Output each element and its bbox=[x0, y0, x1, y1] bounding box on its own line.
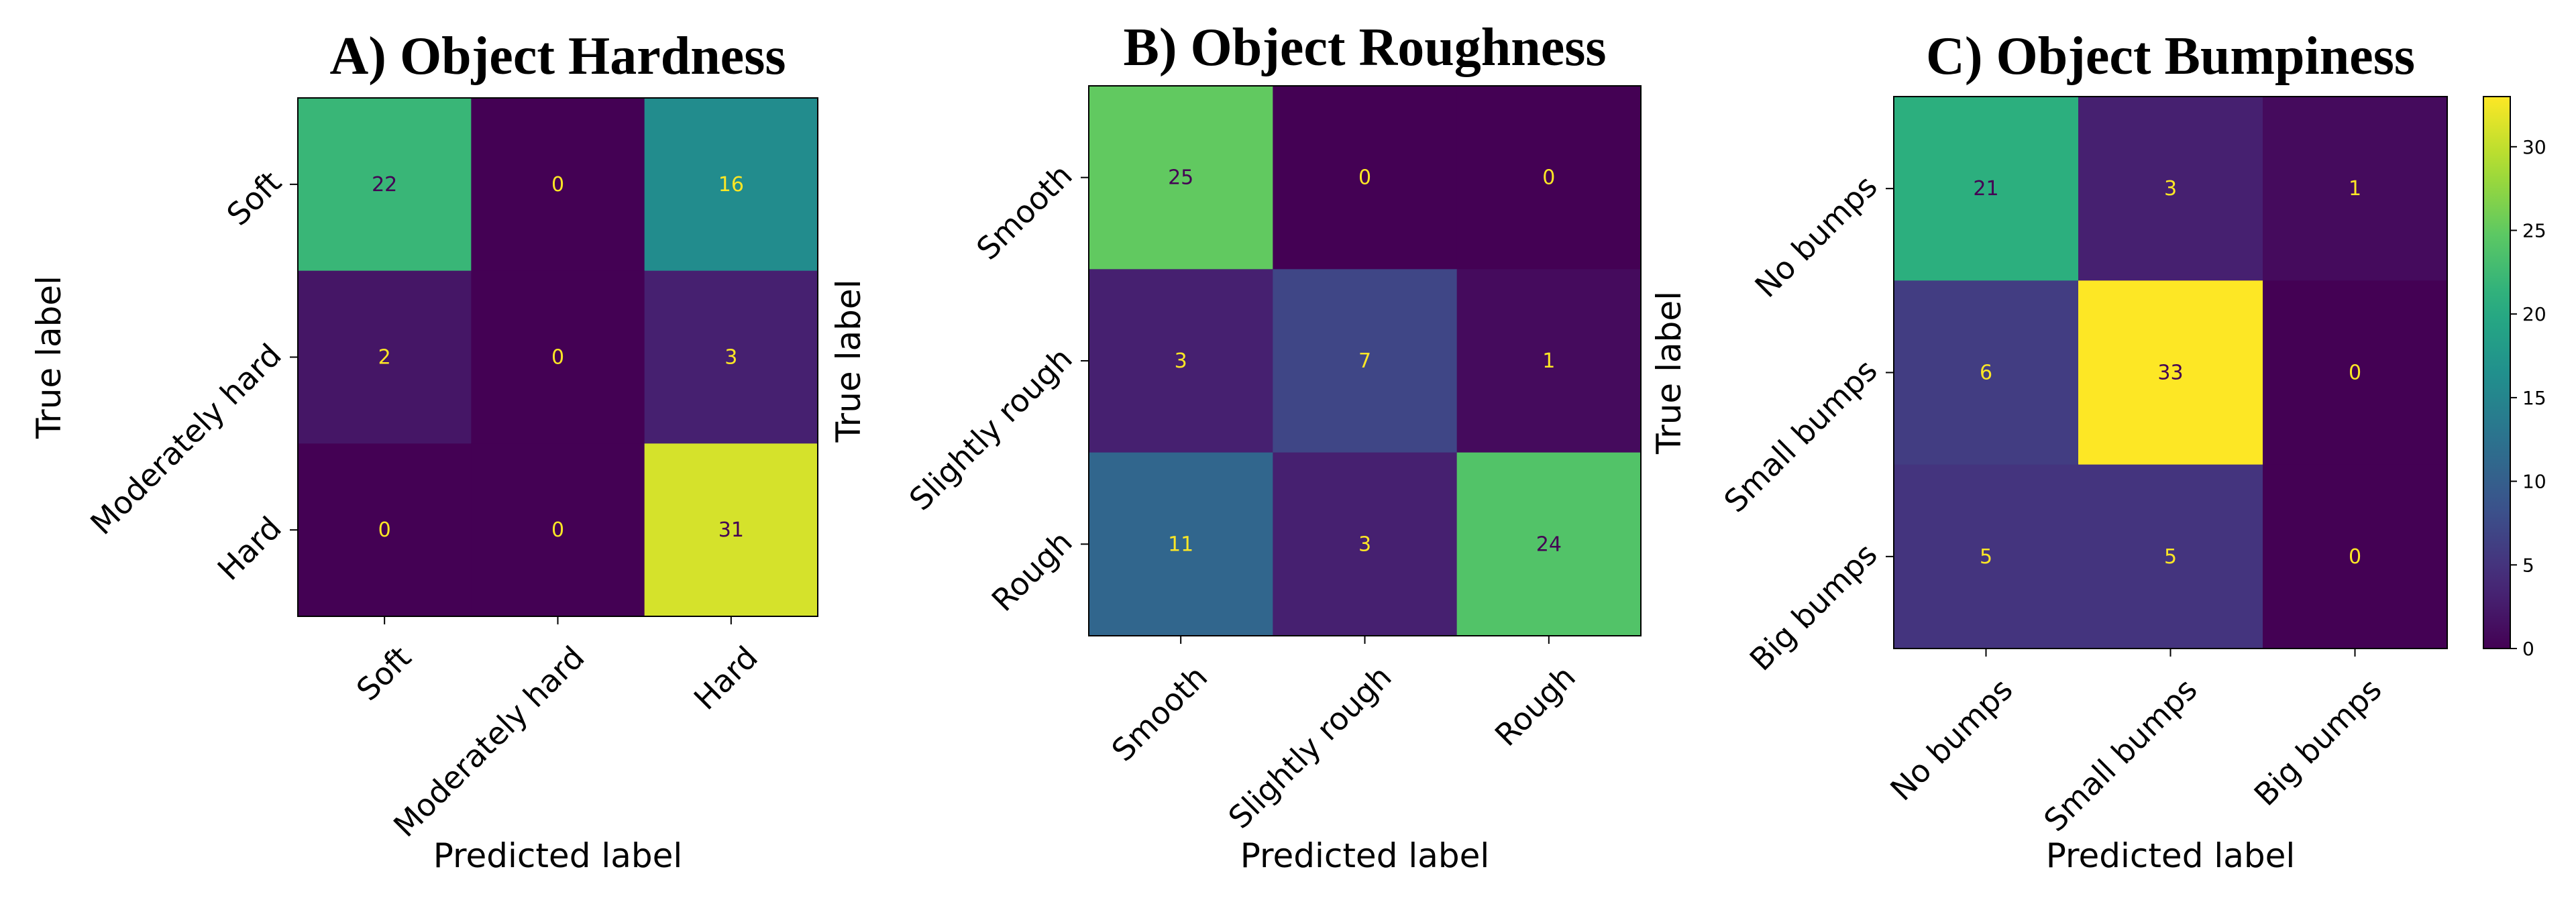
cell-value-label: 0 bbox=[2349, 361, 2361, 385]
matrix-cell bbox=[2263, 464, 2448, 649]
matrix-cell bbox=[298, 270, 472, 444]
cell-value-label: 22 bbox=[372, 173, 397, 197]
matrix-cell bbox=[1089, 452, 1273, 636]
y-tick-label: Soft bbox=[219, 164, 288, 232]
colorbar bbox=[2483, 96, 2511, 649]
cell-value-label: 0 bbox=[1358, 166, 1371, 190]
cell-value-label: 1 bbox=[2349, 177, 2361, 201]
x-tick-label: Hard bbox=[687, 639, 765, 717]
matrix-cell bbox=[1894, 464, 2079, 649]
matrix-cell bbox=[1456, 269, 1642, 453]
y-tick-label: Smooth bbox=[969, 157, 1079, 267]
x-tick-label: Big bumps bbox=[2247, 671, 2389, 813]
matrix-cell bbox=[2078, 280, 2263, 465]
matrix-cell bbox=[471, 270, 645, 444]
matrix-cell bbox=[1089, 269, 1273, 453]
matrix-cell bbox=[298, 443, 472, 617]
chart-title: C) Object Bumpiness bbox=[1926, 27, 2415, 86]
matrix-cell bbox=[2078, 464, 2263, 649]
cell-value-label: 3 bbox=[1175, 349, 1187, 373]
matrix-cell bbox=[1456, 452, 1642, 636]
cell-value-label: 25 bbox=[1168, 166, 1193, 190]
x-axis-label: Predicted label bbox=[1240, 836, 1490, 875]
cell-value-label: 16 bbox=[718, 173, 744, 197]
y-axis-label: True label bbox=[30, 276, 68, 439]
colorbar-tick-label: 5 bbox=[2522, 554, 2534, 576]
cell-value-label: 0 bbox=[551, 346, 564, 370]
cell-value-label: 1 bbox=[1542, 349, 1555, 373]
colorbar-tick-label: 0 bbox=[2522, 638, 2534, 660]
y-axis-label: True label bbox=[829, 279, 868, 443]
x-tick-label: Smooth bbox=[1105, 659, 1215, 769]
cell-value-label: 11 bbox=[1168, 532, 1193, 556]
matrix-cell bbox=[1894, 280, 2079, 465]
cell-value-label: 2 bbox=[378, 346, 391, 370]
cell-value-label: 6 bbox=[1980, 361, 1992, 385]
matrix-cell bbox=[1089, 86, 1273, 270]
y-tick-label: Small bumps bbox=[1717, 352, 1884, 519]
colorbar-tick-label: 15 bbox=[2522, 387, 2546, 409]
matrix-cell bbox=[298, 98, 472, 272]
y-tick-label: Big bumps bbox=[1743, 536, 1884, 677]
cell-value-label: 24 bbox=[1536, 532, 1562, 556]
matrix-cell bbox=[1273, 86, 1458, 270]
cell-value-label: 7 bbox=[1358, 349, 1371, 373]
y-axis-label: True label bbox=[1650, 291, 1688, 455]
matrix-cell bbox=[471, 98, 645, 272]
cell-value-label: 21 bbox=[1973, 177, 1998, 201]
matrix-cell bbox=[2078, 97, 2263, 281]
x-tick-label: No bumps bbox=[1883, 671, 2019, 807]
cell-value-label: 0 bbox=[378, 518, 391, 542]
x-axis-label: Predicted label bbox=[433, 836, 683, 875]
cell-value-label: 0 bbox=[551, 518, 564, 542]
y-tick-label: Rough bbox=[985, 524, 1079, 618]
cell-value-label: 3 bbox=[1358, 532, 1371, 556]
y-tick-label: Slightly rough bbox=[902, 341, 1079, 518]
matrix-cell bbox=[644, 443, 818, 617]
matrix-cell bbox=[1894, 97, 2079, 281]
matrix-cell bbox=[644, 270, 818, 444]
x-tick-label: Small bumps bbox=[2037, 671, 2204, 838]
colorbar-tick-label: 30 bbox=[2522, 136, 2546, 158]
chart-title: B) Object Roughness bbox=[1123, 18, 1606, 77]
y-tick-label: No bumps bbox=[1748, 168, 1884, 304]
matrix-cell bbox=[2263, 97, 2448, 281]
cell-value-label: 0 bbox=[551, 173, 564, 197]
cell-value-label: 5 bbox=[2164, 545, 2177, 569]
y-tick-label: Hard bbox=[211, 510, 288, 587]
x-axis-label: Predicted label bbox=[2046, 836, 2296, 875]
cell-value-label: 31 bbox=[718, 518, 744, 542]
y-tick-label: Moderately hard bbox=[83, 337, 288, 542]
chart-title: A) Object Hardness bbox=[330, 27, 786, 86]
x-tick-label: Soft bbox=[350, 639, 418, 708]
cell-value-label: 3 bbox=[724, 346, 737, 370]
cell-value-label: 0 bbox=[2349, 545, 2361, 569]
x-tick-label: Moderately hard bbox=[386, 639, 592, 844]
matrix-cell bbox=[2263, 280, 2448, 465]
colorbar-tick-label: 25 bbox=[2522, 220, 2546, 242]
colorbar-tick-label: 10 bbox=[2522, 471, 2546, 493]
x-tick-label: Slightly rough bbox=[1222, 659, 1399, 836]
matrix-cell bbox=[1456, 86, 1642, 270]
cell-value-label: 3 bbox=[2164, 177, 2177, 201]
x-tick-label: Rough bbox=[1488, 659, 1582, 753]
matrix-cell bbox=[1273, 269, 1458, 453]
matrix-cell bbox=[644, 98, 818, 272]
cell-value-label: 0 bbox=[1542, 166, 1555, 190]
cell-value-label: 33 bbox=[2157, 361, 2183, 385]
matrix-cell bbox=[1273, 452, 1458, 636]
matrix-cell bbox=[471, 443, 645, 617]
colorbar-tick-label: 20 bbox=[2522, 303, 2546, 325]
cell-value-label: 5 bbox=[1980, 545, 1992, 569]
